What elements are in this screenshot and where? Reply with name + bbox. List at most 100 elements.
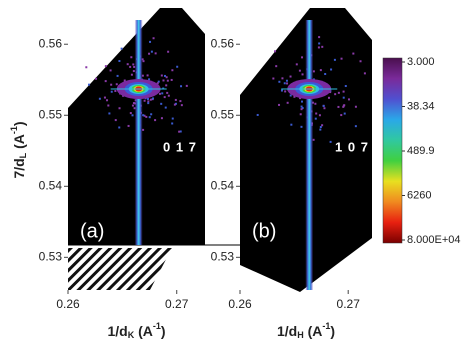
speckle xyxy=(299,97,302,100)
speckle xyxy=(290,123,293,126)
label-part: (A xyxy=(11,134,27,153)
speckle xyxy=(110,90,113,93)
speckle xyxy=(285,79,288,82)
speckle xyxy=(171,69,174,72)
speckle xyxy=(179,100,182,103)
speckle xyxy=(116,74,119,77)
speckle xyxy=(178,130,181,133)
speckle xyxy=(167,50,170,53)
speckle xyxy=(284,90,287,93)
speckle xyxy=(283,82,286,85)
speckle xyxy=(174,102,177,105)
speckle xyxy=(131,104,134,107)
label-part: K xyxy=(128,330,135,340)
speckle xyxy=(160,117,163,120)
label-part: -1 xyxy=(153,321,161,331)
speckle xyxy=(167,94,170,97)
speckle xyxy=(160,74,163,77)
speckle xyxy=(148,116,151,119)
speckle xyxy=(164,106,167,109)
speckle xyxy=(173,103,176,106)
speckle xyxy=(354,125,357,128)
speckle xyxy=(104,65,107,68)
label-part: ) xyxy=(330,323,335,339)
speckle xyxy=(133,107,136,110)
panel-annotation: (a) xyxy=(80,220,104,242)
streak xyxy=(134,20,143,245)
speckle xyxy=(275,65,278,68)
speckle xyxy=(289,94,292,97)
speckle xyxy=(300,105,303,108)
speckle xyxy=(148,52,151,55)
speckle xyxy=(281,77,284,80)
reflection-label: 0 1 7 xyxy=(163,139,197,154)
speckle xyxy=(185,84,188,87)
speckle xyxy=(98,97,101,100)
speckle xyxy=(95,77,98,80)
label-part: (A xyxy=(134,323,153,339)
speckle xyxy=(132,70,135,73)
speckle xyxy=(318,114,321,117)
speckle xyxy=(342,90,345,93)
speckle xyxy=(180,104,183,107)
speckle xyxy=(114,119,117,122)
speckle xyxy=(106,99,109,102)
speckle xyxy=(343,112,346,115)
speckle xyxy=(143,99,146,102)
speckle xyxy=(114,89,117,92)
label-part: L xyxy=(18,152,28,158)
y-tick-label: 0.55 xyxy=(39,107,63,121)
speckle xyxy=(347,98,350,101)
speckle xyxy=(149,98,152,101)
colorbar-tick-label: 38.34 xyxy=(407,100,435,112)
speckle xyxy=(118,126,121,129)
speckle xyxy=(147,100,150,103)
speckle xyxy=(104,80,107,83)
speckle xyxy=(289,75,292,78)
speckle xyxy=(129,65,132,68)
x-tick-label: 0.26 xyxy=(228,297,252,311)
speckle xyxy=(162,79,165,82)
x-tick-label: 0.26 xyxy=(56,297,80,311)
speckle xyxy=(145,115,148,118)
speckle xyxy=(343,104,346,107)
speckle xyxy=(154,119,157,122)
speckle xyxy=(354,105,357,108)
speckle xyxy=(314,102,317,105)
speckle xyxy=(327,96,330,99)
label-part: (A xyxy=(304,323,323,339)
colorbar xyxy=(382,57,403,244)
colorbar-tick-label: 8.000E+04 xyxy=(407,234,461,246)
speckle xyxy=(132,102,135,105)
speckle xyxy=(163,96,166,99)
speckle xyxy=(166,79,169,82)
speckle xyxy=(359,60,362,63)
y-tick-label: 0.53 xyxy=(211,249,235,263)
hatched-region xyxy=(68,248,172,290)
speckle xyxy=(337,91,340,94)
speckle xyxy=(166,91,169,94)
speckle xyxy=(352,52,355,55)
speckle xyxy=(340,114,343,117)
panel-annotation: (b) xyxy=(252,220,276,242)
speckle xyxy=(344,85,347,88)
speckle xyxy=(312,70,315,73)
speckle xyxy=(141,74,144,77)
speckle xyxy=(321,124,324,127)
speckle xyxy=(142,114,145,117)
speckle xyxy=(143,114,146,117)
speckle xyxy=(317,46,320,49)
speckle xyxy=(321,45,324,48)
speckle xyxy=(118,107,121,110)
speckle xyxy=(171,122,174,125)
speckle xyxy=(300,108,303,111)
speckle xyxy=(318,36,321,39)
speckle xyxy=(160,102,163,105)
speckle xyxy=(110,83,113,86)
speckle xyxy=(127,124,130,127)
label-part: 1/d xyxy=(107,323,127,339)
speckle xyxy=(340,57,343,60)
speckle xyxy=(130,73,133,76)
speckle xyxy=(171,117,174,120)
y-tick-label: 0.53 xyxy=(39,249,63,263)
